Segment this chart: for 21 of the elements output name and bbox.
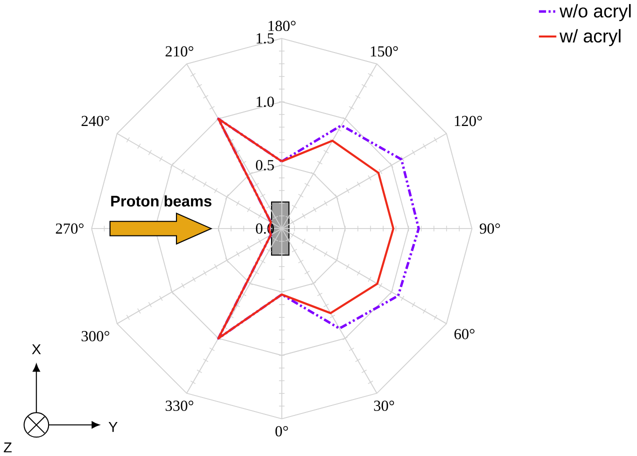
text: Y xyxy=(108,422,118,432)
text: Proton beams xyxy=(111,196,212,207)
spoke-label: 330° xyxy=(166,400,194,412)
legend-label: w/ acryl xyxy=(560,29,620,46)
y-tick-label: 1.5 xyxy=(256,33,274,44)
spoke-label: 180° xyxy=(268,20,296,32)
spoke-label: 0° xyxy=(275,426,288,437)
text: X xyxy=(32,344,41,354)
spoke-label: 270° xyxy=(56,224,84,234)
text: Z xyxy=(4,442,12,452)
spoke-label: 240° xyxy=(82,116,110,126)
spoke-label: 30° xyxy=(374,400,394,412)
y-tick-label: 0.5 xyxy=(256,160,274,171)
spoke-label: 90° xyxy=(480,224,500,234)
spoke-label: 120° xyxy=(454,116,482,126)
spoke-label: 300° xyxy=(82,331,110,342)
legend-label: w/o acryl xyxy=(560,4,631,22)
y-tick-label: 1.0 xyxy=(256,96,274,108)
spoke-label: 60° xyxy=(454,329,474,340)
spoke-label: 210° xyxy=(166,46,194,57)
spoke-label: 150° xyxy=(370,46,398,57)
